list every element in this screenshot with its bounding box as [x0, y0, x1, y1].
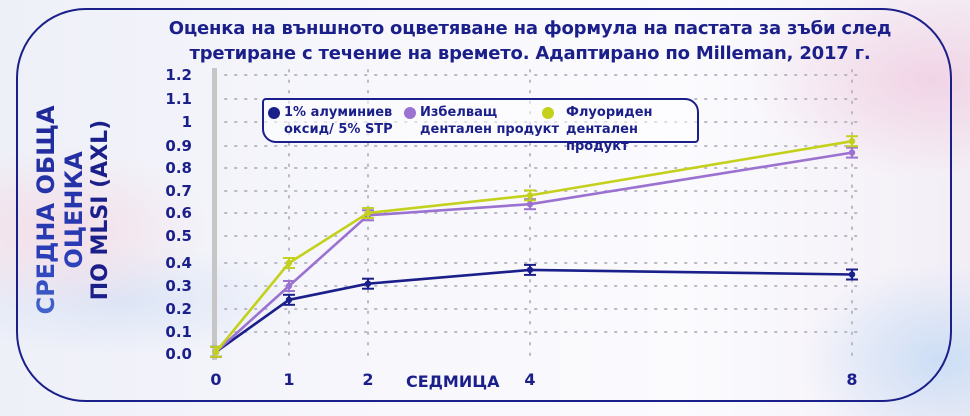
legend-label: дентален продукт — [566, 122, 638, 154]
y-tick: 0.2 — [165, 300, 192, 318]
chart-title-line2: третиране с течение на времето. Адаптира… — [189, 43, 871, 64]
y-tick: 1.2 — [165, 66, 192, 84]
legend: 1% алуминиев оксид/ 5% STP Избелващ дент… — [262, 98, 699, 154]
x-tick: 4 — [524, 370, 536, 389]
legend-dot-icon — [268, 107, 280, 119]
data-series — [210, 135, 858, 358]
y-tick: 0.0 — [165, 345, 192, 363]
chart-title-line1: Оценка на външното оцветяване на формула… — [168, 18, 892, 39]
x-tick: 2 — [362, 370, 374, 389]
x-tick: 0 — [210, 370, 222, 389]
legend-label: Избелващ — [420, 105, 498, 120]
x-axis-title: СЕДМИЦА — [406, 372, 500, 391]
y-tick: 0.8 — [165, 159, 192, 177]
y-tick: 0.5 — [165, 227, 192, 245]
y-axis-line — [212, 68, 217, 360]
y-tick: 0.3 — [165, 277, 192, 295]
y-tick: 1 — [181, 113, 192, 131]
y-tick: 0.1 — [165, 323, 192, 341]
chart-title: Оценка на външното оцветяване на формула… — [150, 16, 910, 66]
legend-item-whitening: Избелващ дентален продукт — [404, 104, 559, 138]
legend-dot-icon — [542, 107, 554, 119]
legend-label: 1% алуминиев — [284, 105, 393, 120]
chart-frame — [16, 8, 952, 402]
gridlines — [224, 69, 861, 361]
legend-label: Флуориден — [566, 105, 653, 120]
legend-item-aluminium: 1% алуминиев оксид/ 5% STP — [268, 104, 393, 138]
y-tick: 0.7 — [165, 182, 192, 200]
y-tick: 1.1 — [165, 90, 192, 108]
y-tick: 0.4 — [165, 254, 192, 272]
legend-label: дентален продукт — [420, 122, 560, 137]
legend-label: оксид/ 5% STP — [284, 122, 393, 137]
x-tick: 8 — [846, 370, 858, 389]
x-tick: 1 — [283, 370, 295, 389]
y-tick: 0.6 — [165, 204, 192, 222]
legend-dot-icon — [404, 107, 416, 119]
legend-item-fluoride: Флуориден дентален продукт — [542, 104, 697, 155]
y-tick: 0.9 — [165, 137, 192, 155]
